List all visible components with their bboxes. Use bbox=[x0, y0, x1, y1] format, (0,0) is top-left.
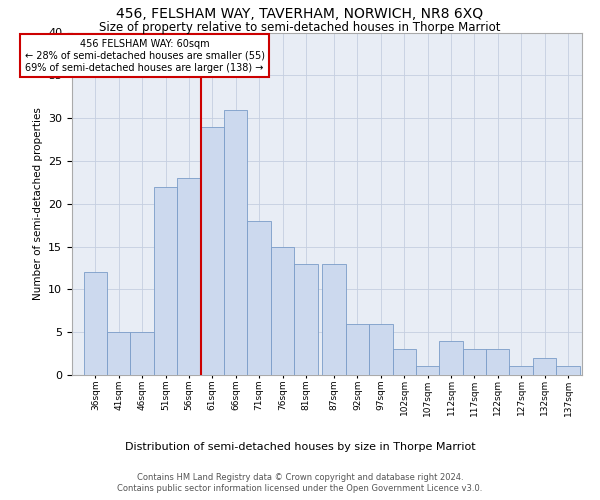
Bar bbox=[556, 366, 580, 375]
Text: Contains public sector information licensed under the Open Government Licence v3: Contains public sector information licen… bbox=[118, 484, 482, 493]
Bar bbox=[177, 178, 200, 375]
Bar bbox=[463, 350, 486, 375]
Text: 456, FELSHAM WAY, TAVERHAM, NORWICH, NR8 6XQ: 456, FELSHAM WAY, TAVERHAM, NORWICH, NR8… bbox=[116, 8, 484, 22]
Bar bbox=[247, 221, 271, 375]
Bar bbox=[533, 358, 556, 375]
Bar bbox=[83, 272, 107, 375]
Bar bbox=[439, 341, 463, 375]
Text: Distribution of semi-detached houses by size in Thorpe Marriot: Distribution of semi-detached houses by … bbox=[125, 442, 475, 452]
Bar bbox=[486, 350, 509, 375]
Bar bbox=[200, 126, 224, 375]
Y-axis label: Number of semi-detached properties: Number of semi-detached properties bbox=[32, 108, 43, 300]
Bar bbox=[416, 366, 439, 375]
Bar bbox=[154, 186, 177, 375]
Bar bbox=[224, 110, 247, 375]
Bar bbox=[392, 350, 416, 375]
Bar bbox=[271, 246, 294, 375]
Bar bbox=[294, 264, 317, 375]
Bar bbox=[369, 324, 392, 375]
Text: 456 FELSHAM WAY: 60sqm
← 28% of semi-detached houses are smaller (55)
69% of sem: 456 FELSHAM WAY: 60sqm ← 28% of semi-det… bbox=[25, 40, 265, 72]
Bar bbox=[107, 332, 130, 375]
Bar bbox=[509, 366, 533, 375]
Text: Contains HM Land Registry data © Crown copyright and database right 2024.: Contains HM Land Registry data © Crown c… bbox=[137, 472, 463, 482]
Bar bbox=[322, 264, 346, 375]
Bar bbox=[130, 332, 154, 375]
Text: Size of property relative to semi-detached houses in Thorpe Marriot: Size of property relative to semi-detach… bbox=[99, 21, 501, 34]
Bar bbox=[346, 324, 369, 375]
